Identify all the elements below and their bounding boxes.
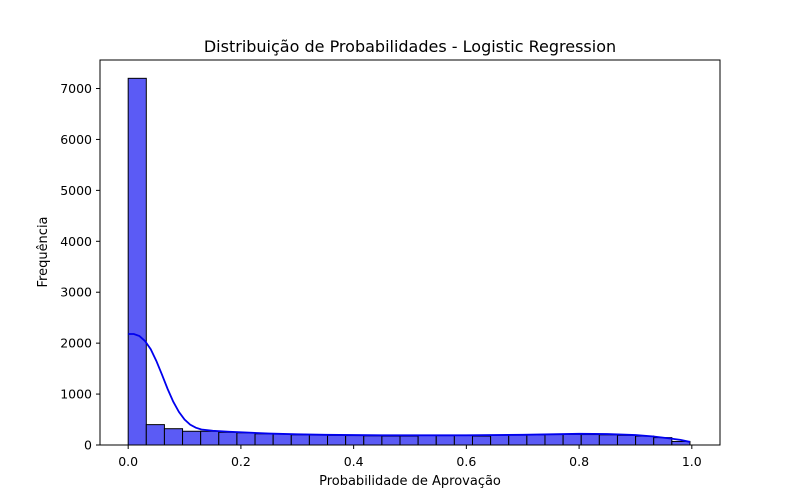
kde-line [128, 333, 691, 443]
y-tick-label: 7000 [60, 81, 92, 96]
histogram-bar [399, 435, 419, 446]
y-tick-label: 2000 [60, 336, 92, 351]
histogram-bar [616, 434, 637, 446]
chart-title: Distribuição de Probabilidades - Logisti… [204, 37, 616, 56]
histogram-bar [308, 434, 329, 446]
histogram-bar [272, 433, 292, 446]
histogram-bar [381, 435, 401, 446]
x-tick-label: 0.8 [569, 454, 589, 469]
histogram-bar [472, 435, 492, 446]
y-tick-label: 5000 [60, 183, 92, 198]
y-axis: 0 1000 2000 3000 4000 5000 6000 7000 [60, 81, 100, 453]
histogram-bar [544, 434, 564, 446]
histogram-bar [218, 431, 238, 446]
x-tick-label: 0.6 [456, 454, 476, 469]
histogram-bar [598, 434, 618, 446]
x-tick-label: 0.2 [231, 454, 251, 469]
histogram-bar [163, 428, 184, 446]
y-tick-label: 3000 [60, 285, 92, 300]
histogram-bar [580, 434, 600, 446]
histogram-bar [562, 433, 582, 446]
x-axis-label: Probabilidade de Aprovação [319, 474, 501, 489]
histogram-bar [290, 434, 310, 446]
y-axis-label: Frequência [36, 216, 51, 287]
y-tick-label: 6000 [60, 132, 92, 147]
x-axis: 0.0 0.2 0.4 0.6 0.8 1.0 [118, 445, 702, 469]
histogram-bar [435, 435, 455, 446]
y-tick-label: 1000 [60, 387, 92, 402]
y-tick-label: 0 [84, 438, 92, 453]
histogram-bar [508, 434, 528, 446]
histogram-bar [182, 430, 202, 446]
plot-frame [99, 59, 721, 446]
histogram-bar [526, 434, 546, 446]
histogram-bar [635, 435, 655, 446]
histogram-bar [453, 434, 473, 446]
x-tick-label: 1.0 [682, 454, 702, 469]
x-tick-label: 0.0 [118, 454, 138, 469]
x-tick-label: 0.4 [344, 454, 364, 469]
histogram-bar [145, 424, 165, 446]
histogram-bar [363, 435, 383, 446]
histogram-bar [236, 432, 256, 446]
histogram-bar [127, 77, 147, 446]
histogram-bar [327, 434, 347, 446]
histogram-bar [200, 430, 220, 446]
histogram-bar [345, 435, 365, 446]
histogram-bars [127, 77, 691, 446]
histogram-bar [490, 434, 510, 446]
y-tick-label: 4000 [60, 234, 92, 249]
histogram-bar [417, 434, 437, 446]
histogram-bar [254, 433, 274, 446]
